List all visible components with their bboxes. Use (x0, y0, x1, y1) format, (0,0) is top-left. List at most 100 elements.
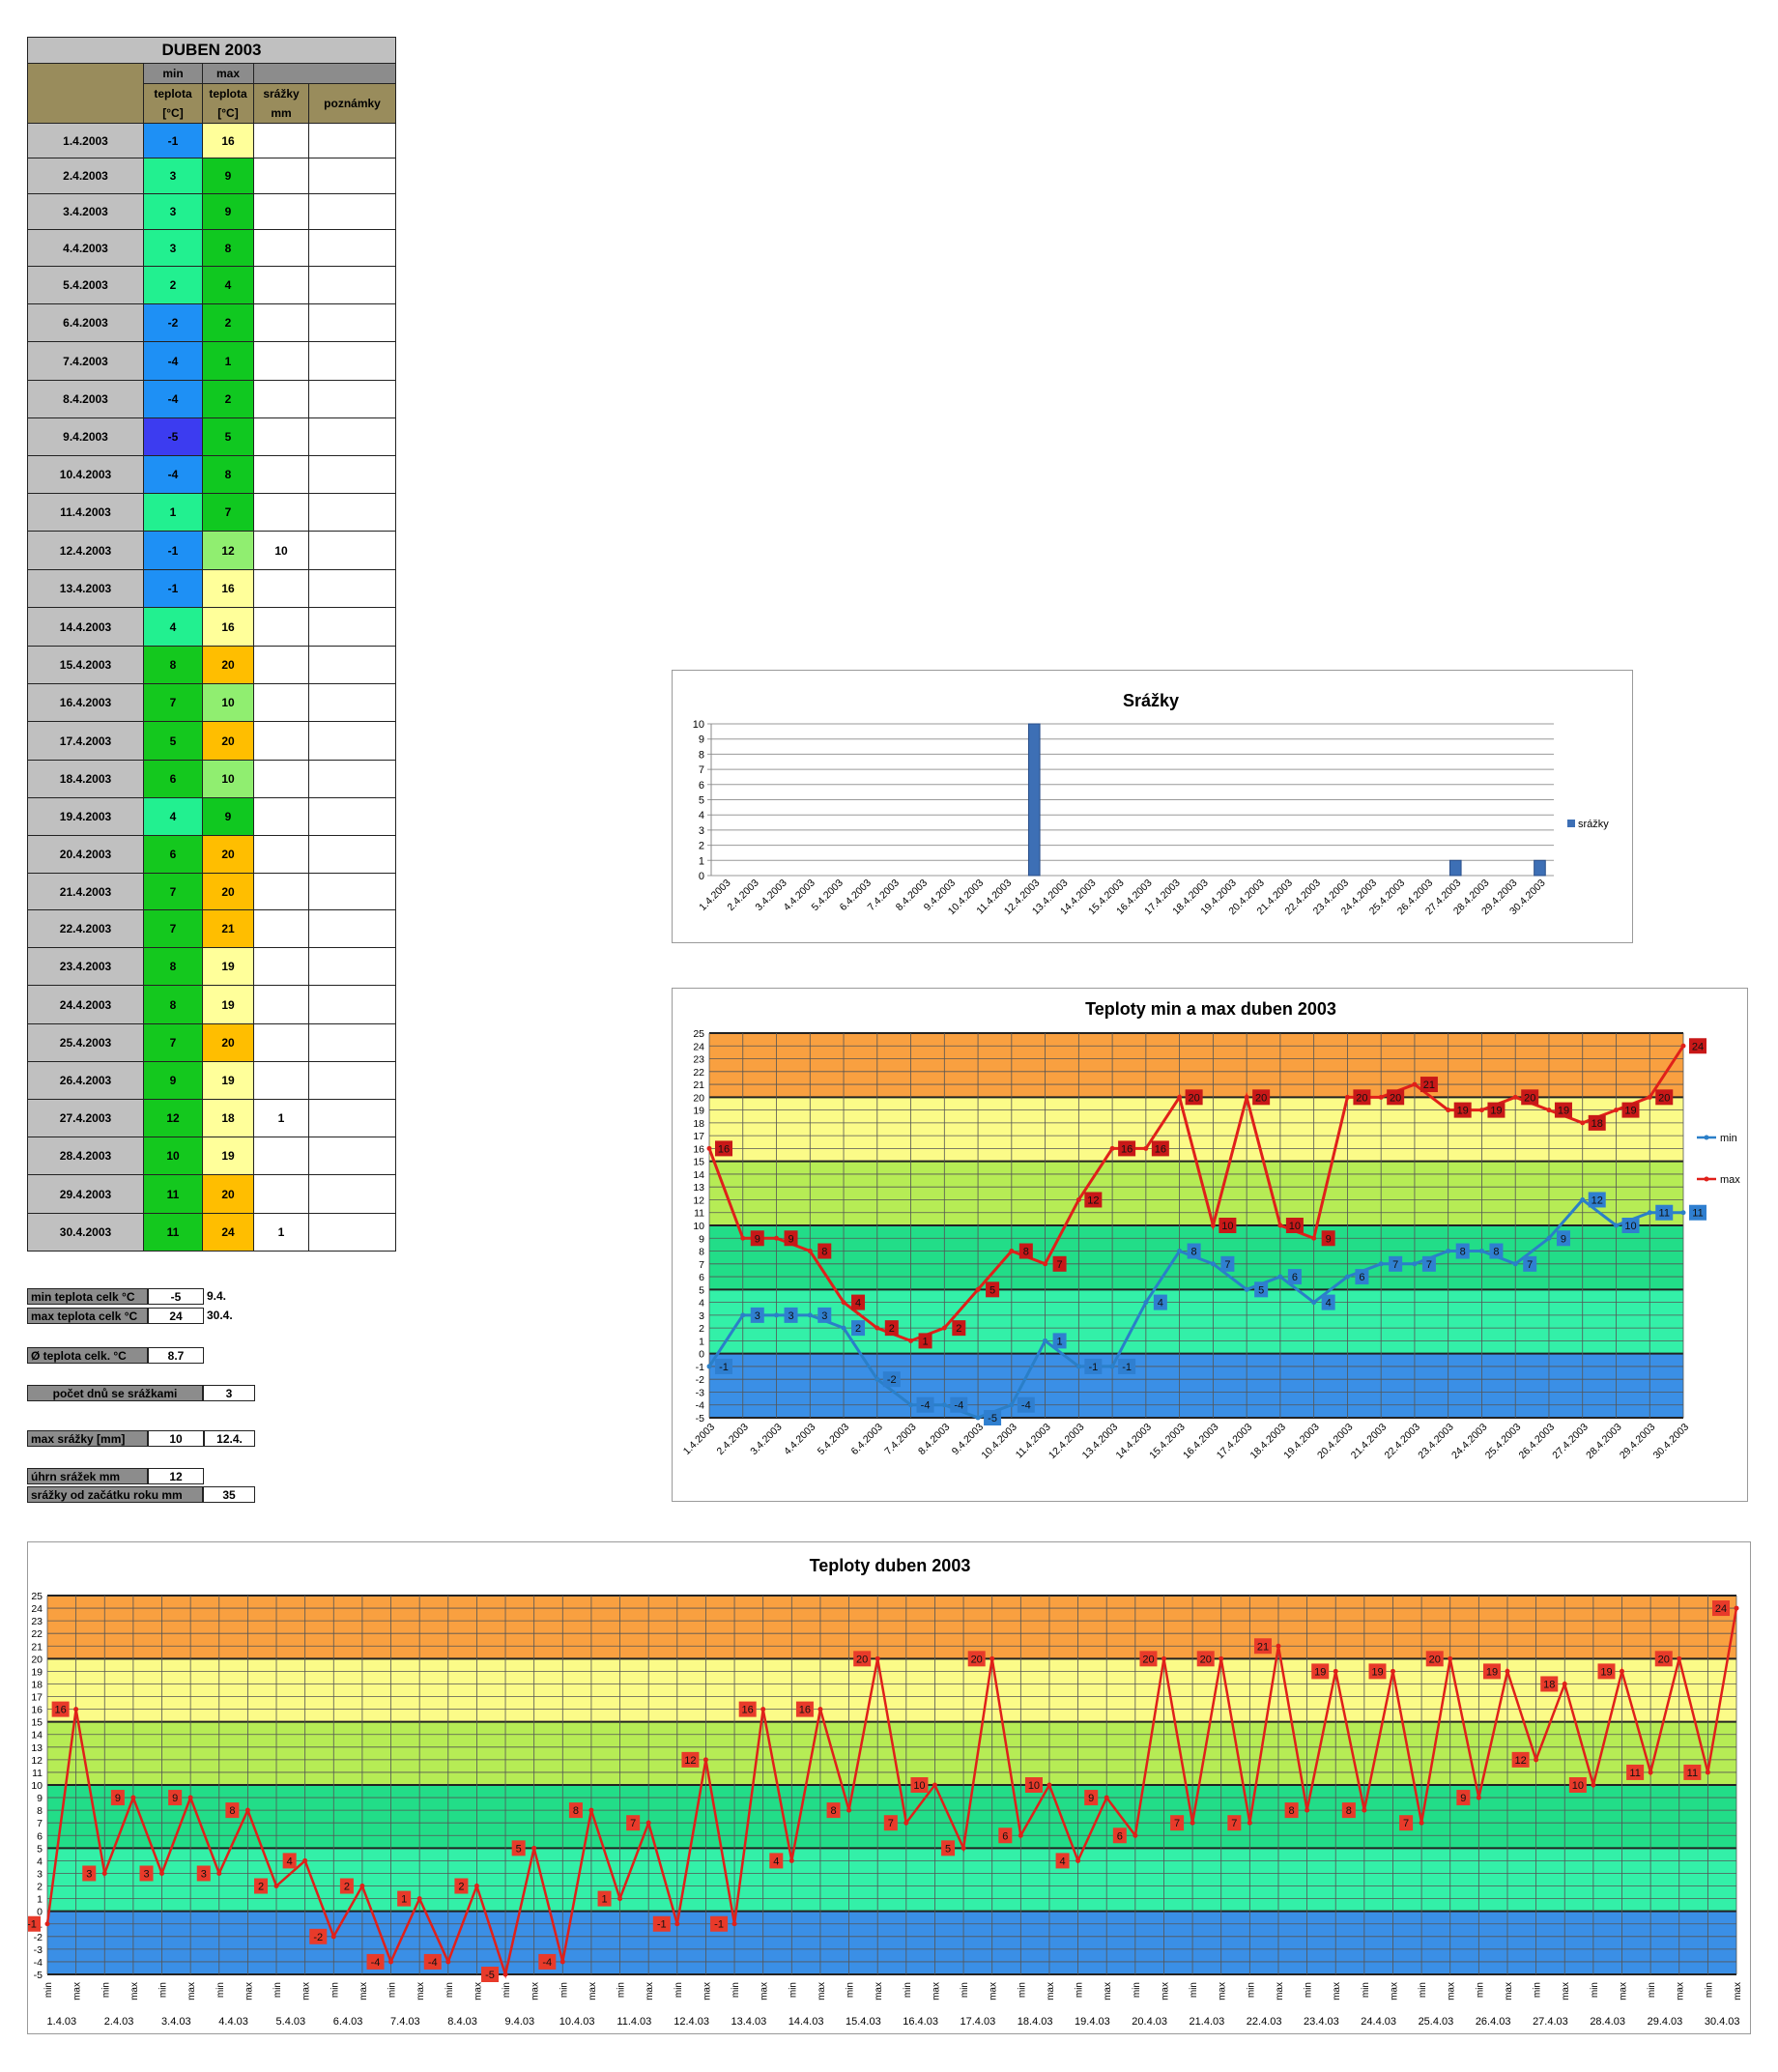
row-note (308, 683, 396, 722)
data-label-min: 5 (1258, 1284, 1264, 1296)
data-label: 1 (401, 1894, 407, 1906)
temperature-band (47, 1596, 1736, 1659)
row-min-temp: -4 (143, 380, 203, 418)
row-precipitation (253, 380, 309, 418)
data-label-max-box (1453, 1102, 1472, 1118)
x-sub-label: min (846, 1982, 856, 1998)
table-row: 11.4.2003 1 7 (27, 493, 396, 532)
data-label-min-box (1588, 1192, 1606, 1208)
x-tick-label: 22.4.2003 (1383, 1422, 1423, 1462)
data-label-box (1712, 1600, 1730, 1617)
y-tick-label: 14 (31, 1730, 43, 1741)
data-label-box (196, 1865, 211, 1882)
y-tick-label: -3 (34, 1944, 43, 1956)
data-label-min-box (1655, 1204, 1674, 1221)
x-sub-label: max (989, 1982, 999, 2000)
row-max-temp: 20 (202, 835, 254, 874)
data-point-max (1378, 1094, 1384, 1100)
row-precipitation (253, 646, 309, 684)
data-label-max: 10 (1289, 1221, 1301, 1232)
y-tick-label: 18 (693, 1118, 704, 1130)
data-point (817, 1707, 823, 1712)
data-point (1104, 1795, 1109, 1800)
table-row: 28.4.2003 10 19 (27, 1137, 396, 1175)
data-label-max: 1 (922, 1336, 928, 1347)
row-max-temp: 8 (202, 229, 254, 267)
data-label: 20 (856, 1654, 868, 1665)
row-max-temp: 20 (202, 646, 254, 684)
row-note (308, 123, 396, 158)
row-precipitation (253, 909, 309, 948)
row-max-temp: 9 (202, 797, 254, 836)
data-point-max (807, 1249, 813, 1254)
data-label-box (1425, 1651, 1444, 1667)
row-note (308, 873, 396, 910)
row-note (308, 193, 396, 230)
row-max-temp: 19 (202, 1061, 254, 1100)
data-point-min (1109, 1364, 1115, 1369)
data-label-max: 7 (1057, 1259, 1063, 1271)
row-date: 19.4.2003 (27, 797, 144, 836)
data-label-max: 21 (1423, 1079, 1435, 1091)
row-max-temp: 2 (202, 380, 254, 418)
table-row: 22.4.2003 7 21 (27, 909, 396, 948)
x-date-label: 30.4.03 (1705, 2016, 1740, 2028)
data-point (1305, 1807, 1310, 1813)
data-point (130, 1795, 136, 1800)
x-sub-label: min (1246, 1982, 1256, 1998)
data-label-max-box (986, 1281, 1000, 1298)
data-point-min (1344, 1274, 1350, 1280)
row-max-temp: 4 (202, 266, 254, 304)
data-label-box (538, 1953, 557, 1970)
table-row: 20.4.2003 6 20 (27, 835, 396, 874)
data-point-max (1244, 1094, 1249, 1100)
data-point-min (1647, 1210, 1652, 1216)
x-sub-label: max (645, 1982, 655, 2000)
header-max-teplota: teplota [°C] (202, 83, 254, 124)
row-max-temp: 19 (202, 947, 254, 986)
x-sub-label: min (444, 1982, 455, 1998)
row-note (308, 158, 396, 194)
data-label-max: 20 (1188, 1092, 1199, 1104)
x-sub-label: min (43, 1982, 54, 1998)
data-point (846, 1807, 852, 1813)
data-point (1190, 1820, 1195, 1826)
y-tick-label: 15 (693, 1157, 704, 1168)
x-sub-label: min (617, 1982, 627, 1998)
y-tick-label: 1 (37, 1894, 43, 1906)
legend-marker (1704, 1135, 1709, 1140)
row-precipitation (253, 158, 309, 194)
row-note (308, 531, 396, 570)
x-date-label: 9.4.03 (505, 2016, 535, 2028)
data-point-min (875, 1376, 880, 1382)
x-date-label: 4.4.03 (218, 2016, 248, 2028)
header-srazky: srážky mm (253, 83, 309, 124)
data-label-min: 4 (1158, 1298, 1163, 1309)
data-label-min: -1 (719, 1362, 729, 1373)
legend-label: srážky (1578, 819, 1609, 830)
x-date-label: 15.4.03 (846, 2016, 881, 2028)
data-point-min (1075, 1364, 1081, 1369)
data-point-min (1546, 1235, 1552, 1241)
data-label-max: 10 (1221, 1221, 1233, 1232)
data-point-min (740, 1312, 746, 1318)
y-tick-label: 20 (693, 1092, 704, 1104)
table-row: 17.4.2003 5 20 (27, 721, 396, 761)
data-label-max: 18 (1592, 1118, 1603, 1130)
data-label: 2 (344, 1882, 350, 1893)
table-row: 8.4.2003 -4 2 (27, 380, 396, 418)
data-label-max: 20 (1658, 1092, 1670, 1104)
x-sub-label: max (416, 1982, 426, 2000)
data-point (1276, 1643, 1281, 1649)
x-sub-label: min (502, 1982, 512, 1998)
x-tick-label: 20.4.2003 (1315, 1422, 1356, 1462)
data-label-min-box (1355, 1269, 1369, 1285)
row-min-temp: 11 (143, 1213, 203, 1252)
temperature-band (47, 1721, 1736, 1785)
x-tick-label: 24.4.2003 (1449, 1422, 1490, 1462)
data-point-max (1009, 1249, 1015, 1254)
row-date: 25.4.2003 (27, 1023, 144, 1062)
data-label-min: 11 (1692, 1208, 1703, 1220)
table-row: 7.4.2003 -4 1 (27, 341, 396, 381)
row-date: 13.4.2003 (27, 569, 144, 608)
